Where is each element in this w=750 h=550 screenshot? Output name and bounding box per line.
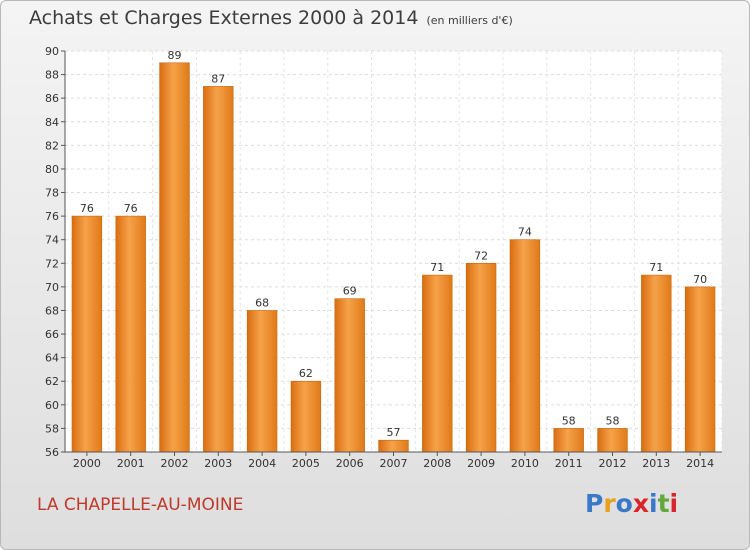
y-tick-label: 76 xyxy=(45,210,59,223)
x-tick-label-2008: 2008 xyxy=(423,457,451,470)
y-tick-label: 68 xyxy=(45,304,59,317)
bar-2009 xyxy=(465,262,497,453)
value-label-2003: 87 xyxy=(211,72,225,85)
logo-letter: o xyxy=(615,489,633,518)
proxiti-logo: Proxiti xyxy=(585,489,678,518)
data-labels: 76 76 89 87 68 62 69 57 71 72 74 58 58 71 70 xyxy=(80,49,707,439)
value-label-2006: 69 xyxy=(343,285,357,298)
logo-letter: r xyxy=(603,489,616,518)
bar-2011 xyxy=(553,428,584,453)
y-tick-label: 56 xyxy=(45,446,59,459)
x-tick-label-2007: 2007 xyxy=(380,457,408,470)
value-label-2010: 74 xyxy=(518,226,532,239)
x-tick-label-2009: 2009 xyxy=(467,457,495,470)
bar-2005 xyxy=(290,380,322,453)
y-tick-label: 82 xyxy=(45,139,59,152)
value-label-2007: 57 xyxy=(387,426,401,439)
bar-2006 xyxy=(334,298,365,453)
bar-2003 xyxy=(203,86,234,453)
location-name: LA CHAPELLE-AU-MOINE xyxy=(37,495,244,515)
bar-2007 xyxy=(378,439,409,453)
logo-letter: i xyxy=(669,489,679,518)
bar-2010 xyxy=(509,239,541,453)
y-tick-label: 62 xyxy=(45,375,59,388)
y-tick-label: 58 xyxy=(45,422,59,435)
x-tick-label-2003: 2003 xyxy=(204,457,232,470)
logo-letter: i xyxy=(649,489,658,518)
value-label-2004: 68 xyxy=(255,296,269,309)
x-tick-label-2011: 2011 xyxy=(555,457,583,470)
value-label-2005: 62 xyxy=(299,367,313,380)
x-tick-label-2012: 2012 xyxy=(599,457,627,470)
chart-title-unit: (en milliers d'€) xyxy=(426,14,513,27)
x-tick-label-2000: 2000 xyxy=(73,457,101,470)
value-label-2002: 89 xyxy=(168,49,182,62)
value-label-2013: 71 xyxy=(649,261,663,274)
value-label-2012: 58 xyxy=(606,414,620,427)
x-tick-label-2010: 2010 xyxy=(511,457,539,470)
logo-letter: t xyxy=(657,489,670,518)
bar-2000 xyxy=(71,215,103,453)
bar-2002 xyxy=(159,62,190,453)
y-tick-label: 84 xyxy=(45,116,59,129)
value-label-2009: 72 xyxy=(474,249,488,262)
chart-title: Achats et Charges Externes 2000 à 2014 (e… xyxy=(29,7,513,29)
value-label-2011: 58 xyxy=(562,414,576,427)
y-tick-label: 90 xyxy=(45,45,59,58)
y-tick-label: 72 xyxy=(45,257,59,270)
x-tick-label-2001: 2001 xyxy=(117,457,145,470)
y-tick-label: 66 xyxy=(45,328,59,341)
logo-letter: P xyxy=(585,489,604,518)
bar-2004 xyxy=(246,310,278,453)
y-tick-label: 64 xyxy=(45,352,59,365)
value-label-2008: 71 xyxy=(430,261,444,274)
y-tick-label: 88 xyxy=(45,69,59,82)
axes: 56 58 60 62 64 66 68 70 72 74 76 78 80 82 84 86 88 90 2000… xyxy=(45,45,722,470)
chart-title-main: Achats et Charges Externes 2000 à 2014 xyxy=(29,7,419,29)
x-tick-label-2004: 2004 xyxy=(248,457,276,470)
x-tick-label-2005: 2005 xyxy=(292,457,320,470)
value-label-2001: 76 xyxy=(124,202,138,215)
y-tick-label: 78 xyxy=(45,187,59,200)
bar-2013 xyxy=(641,274,672,453)
bar-2014 xyxy=(684,286,716,453)
bar-2001 xyxy=(115,215,146,453)
x-tick-label-2002: 2002 xyxy=(161,457,189,470)
y-tick-label: 86 xyxy=(45,92,59,105)
y-tick-label: 60 xyxy=(45,399,59,412)
bar-2012 xyxy=(597,428,628,453)
bars xyxy=(71,62,716,453)
y-tick-label: 70 xyxy=(45,281,59,294)
x-tick-label-2013: 2013 xyxy=(642,457,670,470)
value-label-2000: 76 xyxy=(80,202,94,215)
x-tick-label-2014: 2014 xyxy=(686,457,714,470)
y-tick-label: 74 xyxy=(45,234,59,247)
value-label-2014: 70 xyxy=(693,273,707,286)
y-tick-label: 80 xyxy=(45,163,59,176)
logo-letter: x xyxy=(632,489,649,518)
x-tick-label-2006: 2006 xyxy=(336,457,364,470)
bar-2008 xyxy=(422,274,453,453)
